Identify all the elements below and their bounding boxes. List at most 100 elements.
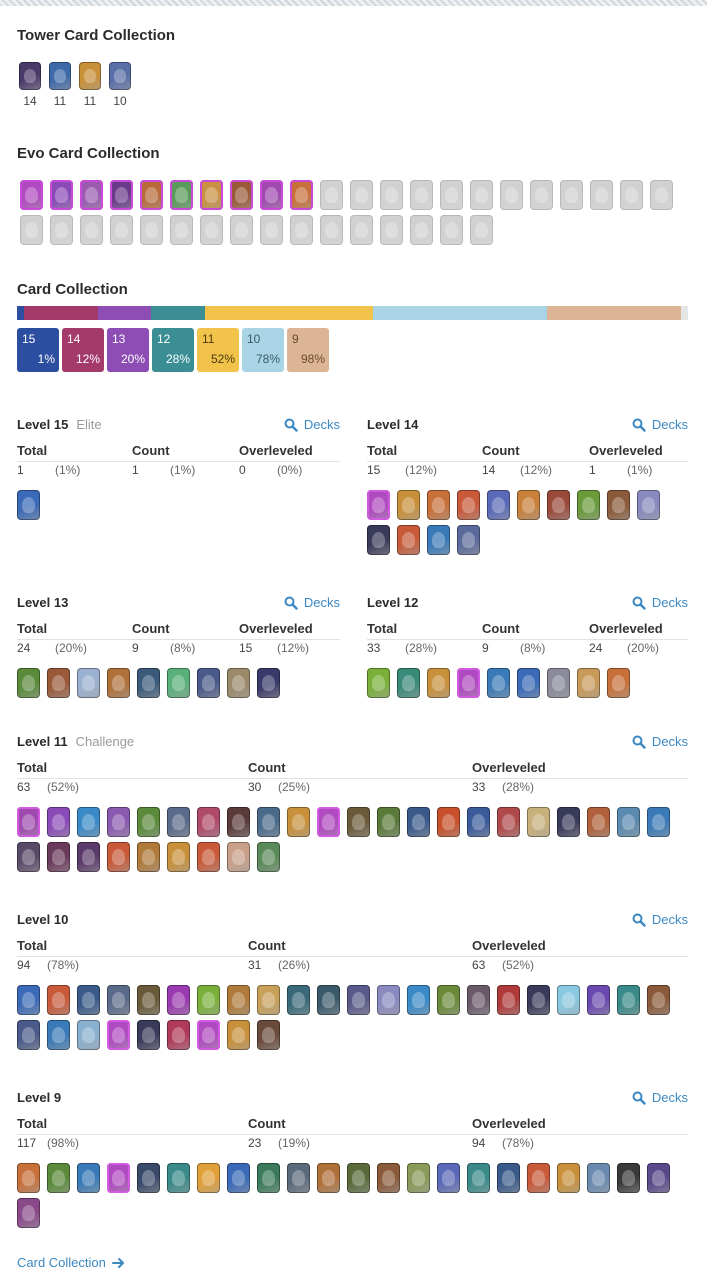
card-icon[interactable]: [617, 807, 640, 837]
card-icon[interactable]: [47, 807, 70, 837]
card-icon[interactable]: [17, 842, 40, 872]
card-icon[interactable]: [197, 668, 220, 698]
evo-card-locked-icon[interactable]: [470, 180, 493, 210]
card-icon[interactable]: [17, 1020, 40, 1050]
card-icon[interactable]: [107, 668, 130, 698]
evo-card-locked-icon[interactable]: [20, 215, 43, 245]
card-icon[interactable]: [397, 525, 420, 555]
card-icon[interactable]: [137, 1020, 160, 1050]
evo-card-locked-icon[interactable]: [560, 180, 583, 210]
evo-card-icon[interactable]: [20, 180, 43, 210]
card-icon[interactable]: [647, 985, 670, 1015]
evo-card-locked-icon[interactable]: [410, 180, 433, 210]
evo-card-locked-icon[interactable]: [440, 215, 463, 245]
decks-link[interactable]: Decks: [284, 417, 340, 432]
evo-card-icon[interactable]: [80, 180, 103, 210]
card-icon[interactable]: [137, 668, 160, 698]
card-icon[interactable]: [517, 490, 540, 520]
card-icon[interactable]: [497, 985, 520, 1015]
tower-card[interactable]: 11: [79, 62, 101, 108]
decks-link[interactable]: Decks: [632, 912, 688, 927]
card-icon[interactable]: [137, 1163, 160, 1193]
decks-link[interactable]: Decks: [632, 417, 688, 432]
card-icon[interactable]: [107, 985, 130, 1015]
card-icon[interactable]: [17, 490, 40, 520]
card-icon[interactable]: [77, 842, 100, 872]
evo-card-icon[interactable]: [110, 180, 133, 210]
card-icon[interactable]: [487, 668, 510, 698]
card-icon[interactable]: [467, 807, 490, 837]
card-icon[interactable]: [77, 985, 100, 1015]
card-icon[interactable]: [227, 985, 250, 1015]
card-icon[interactable]: [427, 668, 450, 698]
evo-card-icon[interactable]: [140, 180, 163, 210]
card-icon[interactable]: [377, 1163, 400, 1193]
card-icon[interactable]: [47, 985, 70, 1015]
card-icon[interactable]: [467, 985, 490, 1015]
card-icon[interactable]: [587, 1163, 610, 1193]
card-icon[interactable]: [257, 1163, 280, 1193]
card-icon[interactable]: [47, 1163, 70, 1193]
card-icon[interactable]: [497, 807, 520, 837]
card-icon[interactable]: [137, 985, 160, 1015]
card-icon[interactable]: [257, 1020, 280, 1050]
card-icon[interactable]: [137, 807, 160, 837]
card-icon[interactable]: [77, 807, 100, 837]
card-icon[interactable]: [407, 807, 430, 837]
card-icon[interactable]: [377, 807, 400, 837]
card-icon[interactable]: [557, 1163, 580, 1193]
card-icon[interactable]: [367, 490, 390, 520]
card-icon[interactable]: [527, 807, 550, 837]
card-icon[interactable]: [317, 1163, 340, 1193]
card-icon[interactable]: [347, 1163, 370, 1193]
card-collection-link[interactable]: Card Collection: [17, 1255, 125, 1270]
card-icon[interactable]: [107, 1020, 130, 1050]
card-icon[interactable]: [257, 842, 280, 872]
evo-card-locked-icon[interactable]: [320, 180, 343, 210]
evo-card-locked-icon[interactable]: [380, 180, 403, 210]
card-icon[interactable]: [317, 985, 340, 1015]
evo-card-locked-icon[interactable]: [320, 215, 343, 245]
card-icon[interactable]: [457, 668, 480, 698]
card-icon[interactable]: [107, 1163, 130, 1193]
card-icon[interactable]: [227, 1020, 250, 1050]
card-icon[interactable]: [497, 1163, 520, 1193]
card-icon[interactable]: [397, 490, 420, 520]
card-icon[interactable]: [197, 842, 220, 872]
card-icon[interactable]: [17, 1163, 40, 1193]
card-icon[interactable]: [167, 668, 190, 698]
card-icon[interactable]: [107, 842, 130, 872]
card-icon[interactable]: [557, 985, 580, 1015]
decks-link[interactable]: Decks: [632, 734, 688, 749]
card-icon[interactable]: [257, 985, 280, 1015]
evo-card-locked-icon[interactable]: [50, 215, 73, 245]
evo-card-icon[interactable]: [170, 180, 193, 210]
card-icon[interactable]: [527, 985, 550, 1015]
card-icon[interactable]: [617, 1163, 640, 1193]
decks-link[interactable]: Decks: [284, 595, 340, 610]
card-icon[interactable]: [637, 490, 660, 520]
card-icon[interactable]: [227, 842, 250, 872]
card-icon[interactable]: [467, 1163, 490, 1193]
card-icon[interactable]: [287, 1163, 310, 1193]
evo-card-locked-icon[interactable]: [500, 180, 523, 210]
evo-card-locked-icon[interactable]: [80, 215, 103, 245]
decks-link[interactable]: Decks: [632, 1090, 688, 1105]
card-icon[interactable]: [47, 842, 70, 872]
evo-card-icon[interactable]: [200, 180, 223, 210]
card-icon[interactable]: [347, 985, 370, 1015]
evo-card-locked-icon[interactable]: [230, 215, 253, 245]
evo-card-icon[interactable]: [290, 180, 313, 210]
card-icon[interactable]: [77, 1020, 100, 1050]
card-icon[interactable]: [547, 668, 570, 698]
card-icon[interactable]: [577, 668, 600, 698]
evo-card-locked-icon[interactable]: [350, 215, 373, 245]
card-icon[interactable]: [367, 668, 390, 698]
card-icon[interactable]: [407, 985, 430, 1015]
card-icon[interactable]: [197, 1163, 220, 1193]
card-icon[interactable]: [437, 985, 460, 1015]
tower-card[interactable]: 14: [19, 62, 41, 108]
level-chip[interactable]: 11 52%: [197, 328, 239, 372]
card-icon[interactable]: [317, 807, 340, 837]
card-icon[interactable]: [257, 807, 280, 837]
